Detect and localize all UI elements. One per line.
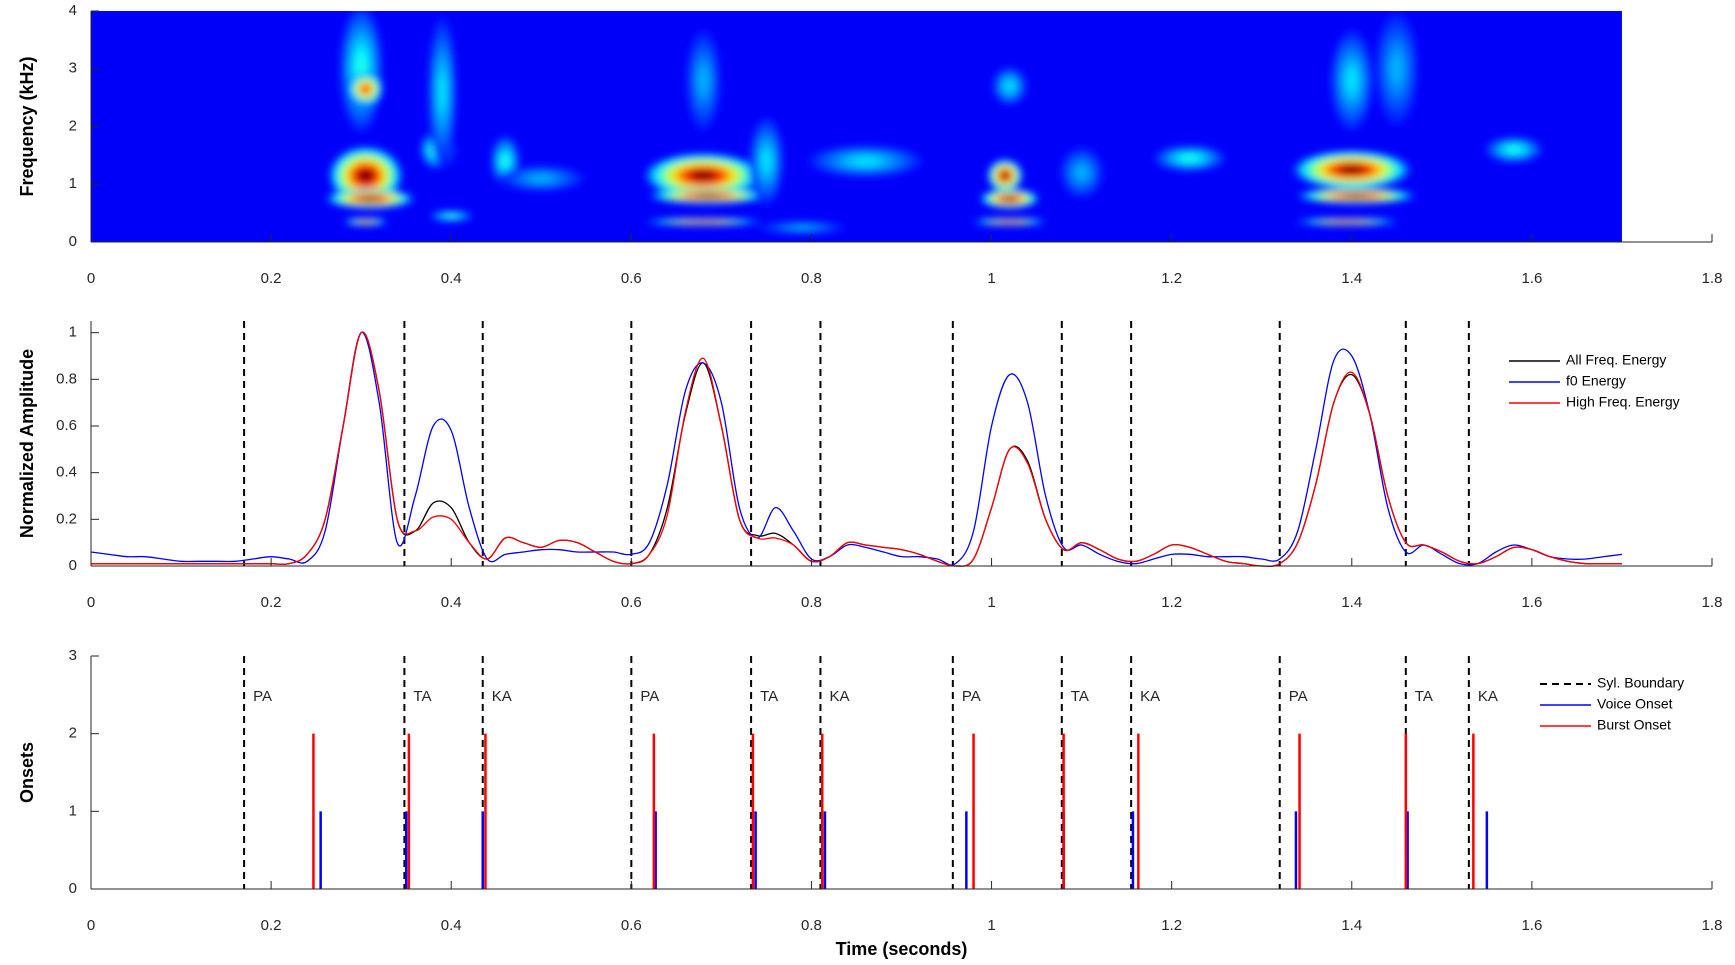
- x-tick-label: 1.6: [1521, 594, 1542, 611]
- y-tick-label: 0.4: [56, 464, 77, 481]
- syllable-label: PA: [1289, 688, 1308, 705]
- y-tick-label: 2: [69, 117, 77, 134]
- x-tick-label: 1: [987, 917, 995, 934]
- legend-label: Burst Onset: [1597, 717, 1671, 733]
- energy-region: [1001, 172, 1009, 180]
- series-line: [90, 331, 1622, 567]
- energy-region: [360, 221, 371, 223]
- x-tick-label: 0.6: [621, 270, 642, 287]
- energy-region: [361, 85, 370, 93]
- energy-region: [1507, 146, 1521, 153]
- x-tick-label: 1.8: [1702, 594, 1723, 611]
- y-axis-label: Normalized Amplitude: [17, 349, 37, 538]
- energy-region: [502, 155, 509, 167]
- energy-region: [690, 170, 717, 181]
- x-tick-label: 0.8: [801, 270, 822, 287]
- energy-region: [446, 214, 457, 218]
- energy-region: [699, 69, 708, 92]
- x-tick-label: 1.2: [1161, 270, 1182, 287]
- energy-region: [531, 175, 551, 182]
- x-axis-label: Time (seconds): [836, 939, 968, 959]
- legend-label: All Freq. Energy: [1566, 352, 1666, 368]
- x-tick-label: 0: [87, 270, 95, 287]
- energy-region: [1003, 196, 1016, 201]
- x-tick-label: 1.4: [1341, 594, 1362, 611]
- x-tick-label: 0.4: [441, 594, 462, 611]
- y-tick-label: 1: [69, 802, 77, 819]
- syllable-label: KA: [492, 688, 512, 705]
- spectrogram: [326, 11, 1543, 234]
- syllable-label: KA: [829, 688, 849, 705]
- x-tick-label: 1.4: [1341, 917, 1362, 934]
- energy-region: [1181, 155, 1198, 162]
- x-tick-label: 0.2: [261, 917, 282, 934]
- x-tick-label: 1.6: [1521, 917, 1542, 934]
- series-line: [90, 332, 1623, 566]
- energy-region: [1343, 194, 1370, 198]
- syllable-label: PA: [253, 688, 272, 705]
- legend-label: f0 Energy: [1566, 373, 1626, 389]
- y-tick-label: 3: [69, 60, 77, 77]
- legend-label: Syl. Boundary: [1597, 675, 1684, 691]
- syllable-label: TA: [413, 688, 431, 705]
- x-tick-label: 0.6: [621, 594, 642, 611]
- syllable-label: TA: [760, 688, 778, 705]
- y-tick-label: 2: [69, 725, 77, 742]
- y-tick-label: 0: [69, 880, 77, 897]
- y-tick-label: 3: [69, 647, 77, 664]
- x-tick-label: 0.4: [441, 270, 462, 287]
- x-tick-label: 1.8: [1702, 270, 1723, 287]
- energy-region: [357, 169, 374, 182]
- energy-region: [1336, 221, 1359, 223]
- syllable-label: KA: [1140, 688, 1160, 705]
- x-tick-label: 0.6: [621, 917, 642, 934]
- x-tick-label: 0: [87, 917, 95, 934]
- energy-region: [1338, 165, 1365, 175]
- y-tick-label: 0: [69, 557, 77, 574]
- energy-region: [852, 157, 879, 165]
- syllable-label: PA: [962, 688, 981, 705]
- energy-region: [1005, 81, 1014, 91]
- syllable-label: TA: [1415, 688, 1433, 705]
- y-tick-label: 0.6: [56, 417, 77, 434]
- energy-region: [1392, 56, 1402, 82]
- energy-region: [690, 221, 717, 223]
- x-tick-label: 1.8: [1702, 917, 1723, 934]
- energy-region: [1076, 167, 1087, 179]
- x-tick-label: 1.6: [1521, 270, 1542, 287]
- x-tick-label: 0.4: [441, 917, 462, 934]
- x-tick-label: 1.2: [1161, 594, 1182, 611]
- energy-region: [695, 194, 721, 198]
- x-tick-label: 1: [987, 594, 995, 611]
- y-tick-label: 0: [69, 233, 77, 250]
- x-tick-label: 1: [987, 270, 995, 287]
- y-tick-label: 1: [69, 324, 77, 341]
- legend-label: High Freq. Energy: [1566, 394, 1680, 410]
- energy-region: [439, 74, 446, 109]
- energy-region: [792, 226, 813, 229]
- y-axis-label: Frequency (kHz): [17, 56, 37, 196]
- x-tick-label: 0: [87, 594, 95, 611]
- energy-region: [762, 151, 771, 172]
- y-tick-label: 0.8: [56, 370, 77, 387]
- x-tick-label: 0.8: [801, 917, 822, 934]
- x-tick-label: 0.8: [801, 594, 822, 611]
- legend-label: Voice Onset: [1597, 696, 1673, 712]
- syllable-label: KA: [1478, 688, 1498, 705]
- energy-region: [1001, 221, 1018, 223]
- y-axis-label: Onsets: [17, 742, 37, 803]
- x-tick-label: 1.2: [1161, 917, 1182, 934]
- x-tick-label: 1.4: [1341, 270, 1362, 287]
- y-tick-label: 4: [69, 2, 77, 19]
- syllable-label: PA: [640, 688, 659, 705]
- energy-region: [360, 196, 380, 201]
- syllable-label: TA: [1071, 688, 1089, 705]
- y-tick-label: 1: [69, 175, 77, 192]
- x-tick-label: 0.2: [261, 594, 282, 611]
- x-tick-label: 0.2: [261, 270, 282, 287]
- energy-region: [1346, 69, 1357, 92]
- y-tick-label: 0.2: [56, 510, 77, 527]
